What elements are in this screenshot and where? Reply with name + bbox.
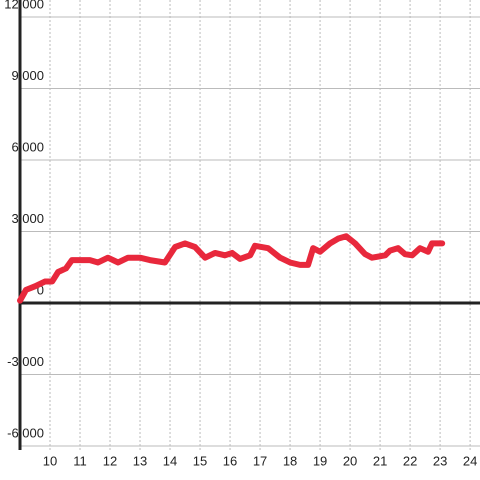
x-tick-label: 18 xyxy=(283,453,297,468)
x-tick-label: 13 xyxy=(133,453,147,468)
x-tick-label: 20 xyxy=(343,453,357,468)
x-tick-label: 15 xyxy=(193,453,207,468)
y-tick-label: 0 xyxy=(37,282,44,297)
x-tick-label: 19 xyxy=(313,453,327,468)
x-tick-label: 16 xyxy=(223,453,237,468)
x-tick-label: 17 xyxy=(253,453,267,468)
x-tick-label: 23 xyxy=(433,453,447,468)
y-tick-label: -3,000 xyxy=(7,354,44,369)
x-tick-label: 22 xyxy=(403,453,417,468)
x-tick-label: 21 xyxy=(373,453,387,468)
data-line xyxy=(17,233,446,304)
x-tick-label: 14 xyxy=(163,453,177,468)
y-tick-label: 9,000 xyxy=(11,68,44,83)
y-tick-label: 6,000 xyxy=(11,139,44,154)
x-tick-label: 12 xyxy=(103,453,117,468)
x-tick-label: 10 xyxy=(43,453,57,468)
y-tick-label: 12,000 xyxy=(4,0,44,11)
y-tick-label: 3,000 xyxy=(11,211,44,226)
x-tick-label: 24 xyxy=(463,453,477,468)
x-tick-label: 11 xyxy=(73,453,87,468)
y-tick-label: -6,000 xyxy=(7,425,44,440)
